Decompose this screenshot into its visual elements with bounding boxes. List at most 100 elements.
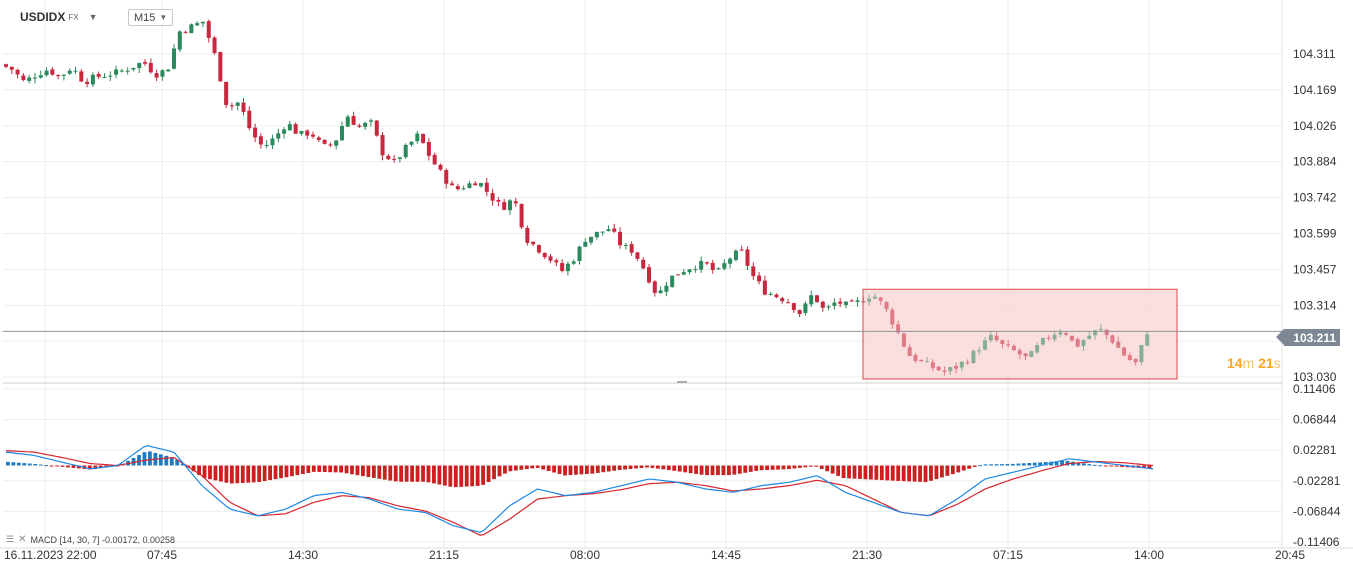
- candle-body: [786, 302, 791, 304]
- candle: [704, 261, 709, 266]
- candle-body: [189, 24, 194, 34]
- candle-body: [90, 74, 95, 85]
- macd-histogram-bar: [787, 465, 791, 470]
- candle: [849, 299, 854, 302]
- macd-histogram-bar: [1000, 464, 1004, 466]
- macd-histogram-bar: [393, 465, 398, 482]
- x-tick-label: 20:45: [1275, 548, 1305, 562]
- macd-histogram-bar: [989, 464, 993, 466]
- candle-body: [745, 249, 750, 266]
- macd-histogram-bar: [11, 462, 16, 466]
- candle: [565, 261, 570, 276]
- candle-body: [647, 267, 652, 283]
- candle-body: [826, 306, 831, 308]
- macd-histogram-bar: [377, 465, 382, 479]
- candle-body: [276, 133, 281, 139]
- candle-body: [264, 144, 269, 146]
- candle: [890, 307, 895, 329]
- candle-body: [832, 302, 837, 306]
- y-tick-label: 103.742: [1293, 190, 1337, 204]
- candle-body: [247, 110, 252, 129]
- candle-body: [415, 133, 420, 142]
- candle-body: [85, 81, 90, 85]
- candle-body: [61, 74, 66, 76]
- candle-body: [345, 116, 350, 127]
- macd-histogram-bar: [508, 465, 513, 472]
- candle-body: [108, 75, 113, 77]
- y-tick-label: 0.11406: [1293, 382, 1336, 396]
- macd-histogram-bar: [175, 459, 180, 466]
- candle-body: [235, 102, 240, 106]
- candle: [809, 290, 814, 308]
- candle: [757, 272, 762, 285]
- candle-body: [114, 69, 119, 75]
- candle-body: [710, 262, 715, 270]
- indicator-settings-icon[interactable]: ☰: [6, 534, 15, 544]
- candle: [652, 280, 657, 297]
- candle: [525, 225, 530, 246]
- candle-body: [507, 200, 512, 211]
- candle-body: [32, 77, 37, 79]
- candle-body: [872, 296, 877, 299]
- candle: [403, 143, 408, 159]
- timeframe-selector[interactable]: M15 ▼: [128, 9, 174, 26]
- macd-histogram-bar: [650, 465, 655, 468]
- macd-histogram-bar: [344, 465, 349, 474]
- candle: [67, 68, 72, 75]
- candle: [1133, 358, 1138, 366]
- candle-body: [780, 298, 785, 302]
- candle: [351, 111, 356, 125]
- macd-histogram-bar: [923, 465, 928, 483]
- candle-body: [942, 370, 947, 372]
- candle-body: [467, 183, 472, 188]
- close-icon[interactable]: ✕: [18, 534, 27, 545]
- macd-histogram-bar: [6, 461, 10, 466]
- candle-body: [79, 71, 84, 82]
- candle-body: [50, 69, 55, 75]
- candle: [345, 114, 350, 127]
- candle-body: [728, 258, 733, 264]
- candle: [913, 353, 918, 363]
- candle-body: [571, 261, 576, 264]
- macd-histogram-bar: [1114, 465, 1119, 467]
- candle-body: [160, 70, 165, 77]
- x-tick-label: 16.11.2023 22:00: [4, 548, 97, 562]
- macd-histogram-bar: [847, 465, 851, 479]
- candle: [507, 198, 512, 215]
- y-tick-label: 103.314: [1293, 298, 1337, 312]
- candle: [803, 301, 808, 316]
- candle: [229, 102, 234, 111]
- candle: [583, 238, 588, 248]
- countdown-minutes: 14: [1227, 355, 1243, 371]
- candle: [774, 293, 779, 299]
- candle: [664, 281, 669, 297]
- macd-histogram-bar: [535, 465, 540, 468]
- candle: [988, 330, 993, 343]
- symbol-selector[interactable]: USDIDX FX ▼: [20, 8, 98, 26]
- macd-histogram-bar: [1081, 463, 1086, 466]
- candle-body: [565, 263, 570, 272]
- macd-histogram-bar: [868, 465, 873, 480]
- macd-histogram-bar: [939, 465, 944, 478]
- candle-body: [67, 70, 72, 74]
- candle: [896, 320, 901, 335]
- macd-histogram-bar: [470, 465, 475, 487]
- candle-body: [137, 63, 142, 69]
- candle: [1052, 330, 1057, 342]
- candle: [577, 245, 582, 265]
- candle: [942, 366, 947, 376]
- macd-histogram-bar: [1098, 465, 1103, 467]
- macd-histogram-bar: [213, 465, 218, 481]
- highlight-zone: [862, 288, 1178, 380]
- candle: [600, 231, 605, 236]
- candle-body: [473, 183, 478, 186]
- candle-body: [1040, 338, 1045, 345]
- macd-histogram-bar: [819, 465, 824, 469]
- candle: [977, 346, 982, 355]
- timeframe-label: M15: [134, 11, 156, 24]
- candle: [415, 130, 420, 144]
- x-tick-label: 14:30: [288, 548, 318, 562]
- candle: [397, 156, 402, 163]
- macd-histogram-bar: [87, 465, 92, 470]
